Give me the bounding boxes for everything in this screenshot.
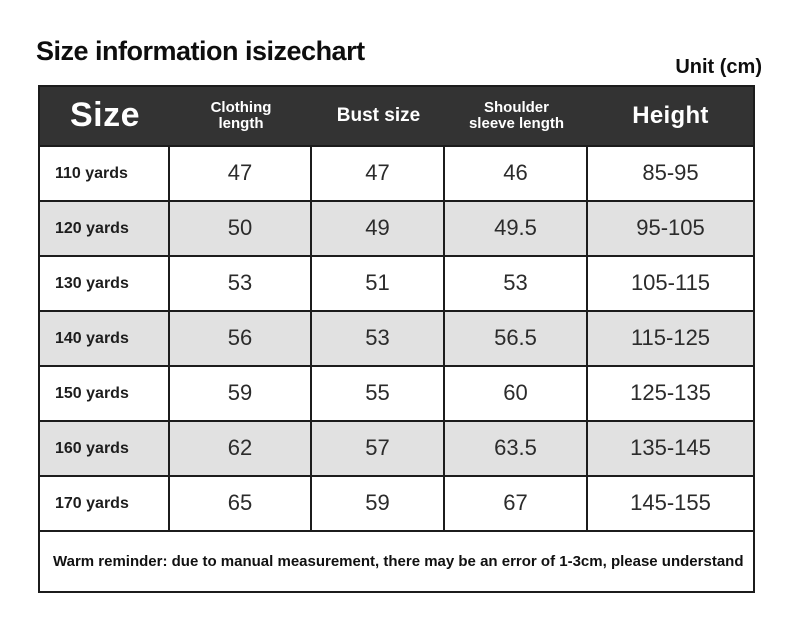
header-bust-size: Bust size — [336, 104, 421, 126]
cell-shoulder-sleeve-length: 46 — [445, 147, 588, 200]
cell-shoulder-sleeve-length: 63.5 — [445, 422, 588, 475]
cell-clothing-length: 59 — [170, 367, 312, 420]
cell-clothing-length: 65 — [170, 477, 312, 530]
page-title: Size information isizechart — [36, 36, 365, 66]
cell-height: 95-105 — [636, 215, 705, 241]
cell-bust-size: 55 — [312, 367, 445, 420]
cell-height: 135-145 — [630, 435, 711, 461]
header-height: Height — [632, 101, 709, 129]
cell-height: 105-115 — [630, 270, 711, 296]
header-shoulder-sleeve-length: Shoulder sleeve length — [445, 87, 588, 145]
cell-clothing-length: 53 — [170, 257, 312, 310]
cell-bust-size: 49 — [312, 202, 445, 255]
cell-shoulder-sleeve-length: 53 — [445, 257, 588, 310]
table-row: 170 yards 65 59 67 145-155 — [40, 477, 753, 532]
cell-bust-size: 59 — [312, 477, 445, 530]
cell-size: 130 yards — [40, 257, 170, 310]
cell-size: 140 yards — [40, 312, 170, 365]
cell-clothing-length: 62 — [170, 422, 312, 475]
cell-size: 120 yards — [40, 202, 170, 255]
header-clothing-length: Clothing length — [170, 87, 312, 145]
cell-height: 115-125 — [630, 325, 711, 351]
cell-shoulder-sleeve-length: 56.5 — [445, 312, 588, 365]
cell-bust-size: 57 — [312, 422, 445, 475]
cell-clothing-length: 47 — [170, 147, 312, 200]
cell-bust-size: 47 — [312, 147, 445, 200]
table-row: 160 yards 62 57 63.5 135-145 — [40, 422, 753, 477]
cell-shoulder-sleeve-length: 49.5 — [445, 202, 588, 255]
cell-height: 145-155 — [630, 490, 711, 516]
cell-shoulder-sleeve-length: 67 — [445, 477, 588, 530]
table-header-row: Size Clothing length Bust size Shoulder … — [40, 87, 753, 147]
footer-note: Warm reminder: due to manual measurement… — [53, 553, 744, 570]
header-shoulder-sleeve-length-label: Shoulder sleeve length — [468, 98, 565, 132]
header-clothing-length-label: Clothing length — [210, 98, 272, 132]
cell-size: 160 yards — [40, 422, 170, 475]
table-row: 120 yards 50 49 49.5 95-105 — [40, 202, 753, 257]
table-row: 150 yards 59 55 60 125-135 — [40, 367, 753, 422]
table-row: 140 yards 56 53 56.5 115-125 — [40, 312, 753, 367]
cell-size: 110 yards — [40, 147, 170, 200]
cell-size: 170 yards — [40, 477, 170, 530]
header-size: Size — [69, 96, 141, 135]
table-row: 110 yards 47 47 46 85-95 — [40, 147, 753, 202]
size-table: Size Clothing length Bust size Shoulder … — [38, 85, 755, 593]
table-row: 130 yards 53 51 53 105-115 — [40, 257, 753, 312]
cell-height: 85-95 — [642, 160, 699, 186]
cell-clothing-length: 56 — [170, 312, 312, 365]
cell-bust-size: 53 — [312, 312, 445, 365]
cell-clothing-length: 50 — [170, 202, 312, 255]
unit-label: Unit (cm) — [675, 56, 762, 78]
cell-bust-size: 51 — [312, 257, 445, 310]
cell-height: 125-135 — [630, 380, 711, 406]
cell-size: 150 yards — [40, 367, 170, 420]
cell-shoulder-sleeve-length: 60 — [445, 367, 588, 420]
